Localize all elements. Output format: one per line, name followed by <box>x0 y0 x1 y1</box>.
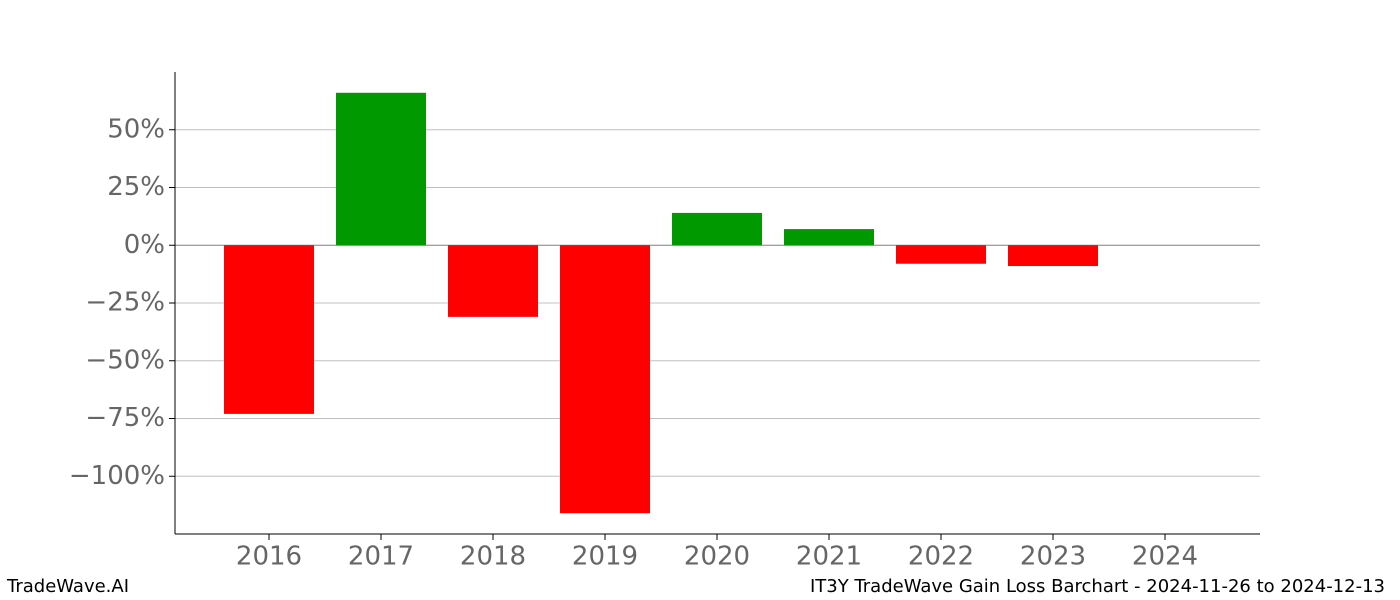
source: TradeWave.AI <box>6 576 129 597</box>
bar <box>224 245 314 414</box>
bar <box>336 92 426 246</box>
bar <box>672 212 762 246</box>
bar <box>1008 245 1098 267</box>
y-tick-label: 25% <box>107 172 165 202</box>
bar <box>448 245 538 317</box>
y-tick-label: 0% <box>124 230 165 260</box>
y-tick-label: 50% <box>107 114 165 144</box>
x-tick-label: 2023 <box>1020 542 1086 572</box>
y-tick-label: −50% <box>85 345 165 375</box>
x-tick-label: 2020 <box>684 542 750 572</box>
x-tick-label: 2016 <box>236 542 302 572</box>
bar <box>896 245 986 264</box>
x-tick-label: 2024 <box>1132 542 1198 572</box>
chart-title: IT3Y TradeWave Gain Loss Barchart - 2024… <box>810 576 1385 597</box>
x-tick-label: 2021 <box>796 542 862 572</box>
y-tick-label: −100% <box>69 461 165 491</box>
y-tick-label: −75% <box>85 403 165 433</box>
x-tick-label: 2018 <box>460 542 526 572</box>
x-tick-label: 2019 <box>572 542 638 572</box>
bar <box>560 245 650 514</box>
y-tick-label: −25% <box>85 288 165 318</box>
x-tick-label: 2017 <box>348 542 414 572</box>
bar <box>784 229 874 246</box>
x-tick-label: 2022 <box>908 542 974 572</box>
